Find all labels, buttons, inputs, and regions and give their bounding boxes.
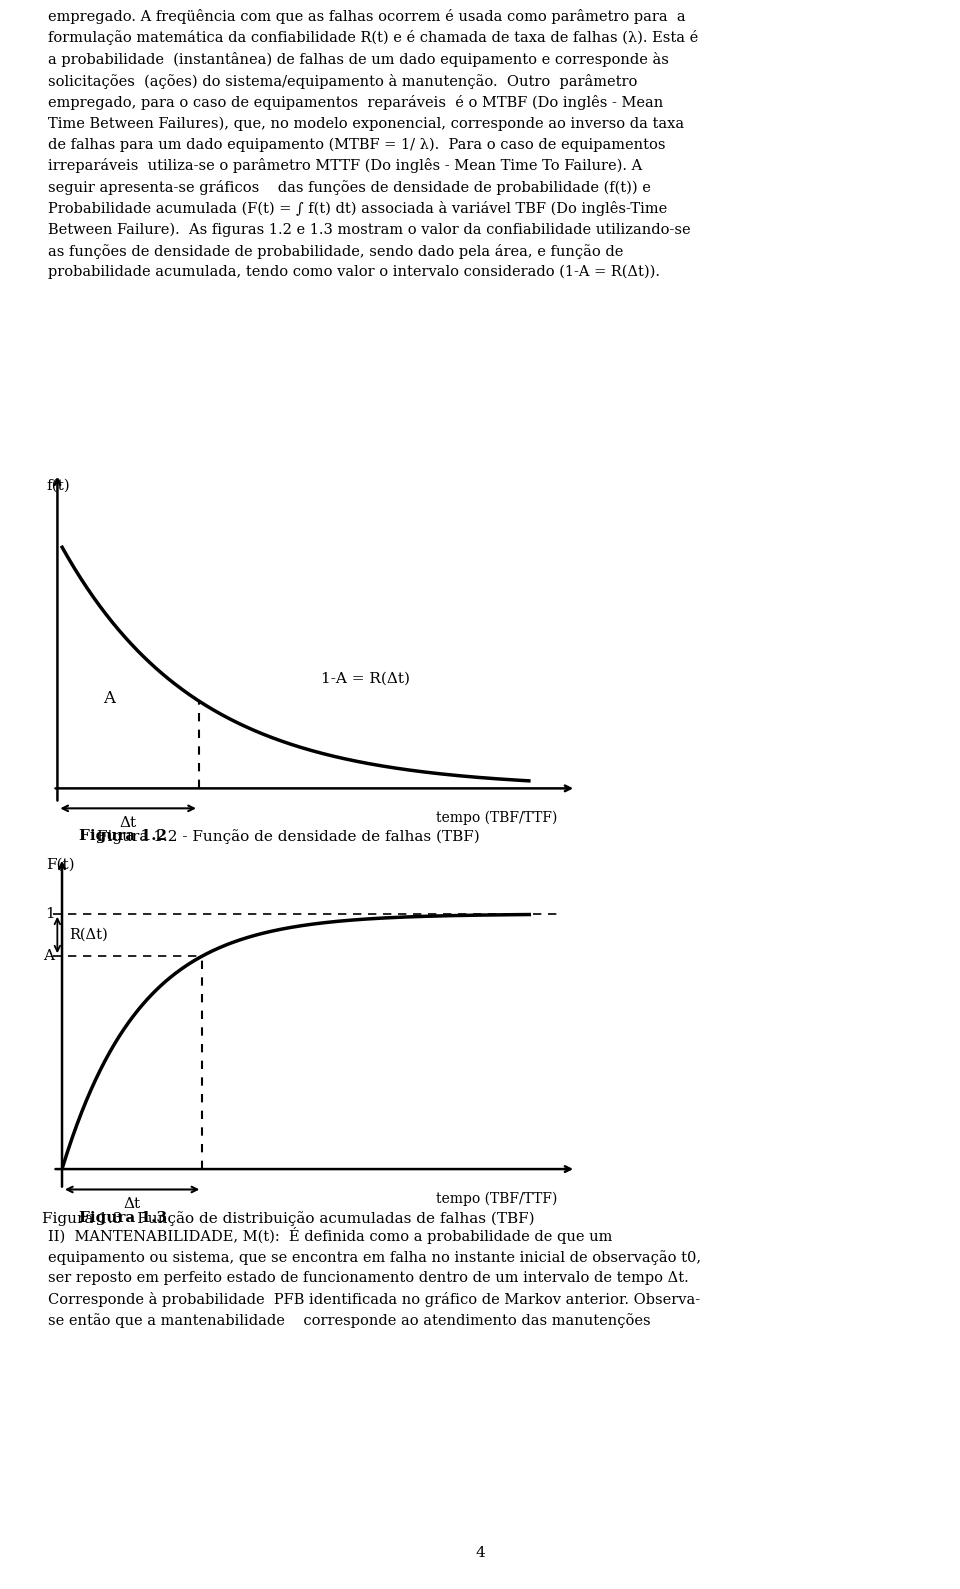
Text: A: A bbox=[104, 690, 115, 707]
Text: 1: 1 bbox=[45, 907, 55, 922]
Text: Δt: Δt bbox=[124, 1197, 141, 1211]
Text: empregado. A freqüência com que as falhas ocorrem é usada como parâmetro para  a: empregado. A freqüência com que as falha… bbox=[48, 10, 698, 280]
Text: f(t): f(t) bbox=[46, 478, 70, 493]
Text: tempo (TBF/TTF): tempo (TBF/TTF) bbox=[436, 810, 557, 825]
Text: 1-A = R(Δt): 1-A = R(Δt) bbox=[322, 672, 411, 685]
Text: Figura 1.2: Figura 1.2 bbox=[79, 829, 167, 844]
Text: II)  MANTENABILIDADE, M(t):  É definida como a probabilidade de que um
equipamen: II) MANTENABILIDADE, M(t): É definida co… bbox=[48, 1227, 701, 1328]
Text: tempo (TBF/TTF): tempo (TBF/TTF) bbox=[436, 1192, 558, 1206]
Text: A: A bbox=[43, 949, 55, 963]
Text: F(t): F(t) bbox=[46, 858, 75, 872]
Text: Δt: Δt bbox=[120, 817, 136, 831]
Text: Figura 1.2 - Função de densidade de falhas (TBF): Figura 1.2 - Função de densidade de falh… bbox=[97, 829, 479, 844]
Text: R(Δt): R(Δt) bbox=[69, 928, 108, 942]
Text: 4: 4 bbox=[475, 1546, 485, 1560]
Text: Figura 1.3: Figura 1.3 bbox=[79, 1211, 167, 1225]
Text: Figura 1.3 - Função de distribuição acumuladas de falhas (TBF): Figura 1.3 - Função de distribuição acum… bbox=[41, 1211, 535, 1225]
